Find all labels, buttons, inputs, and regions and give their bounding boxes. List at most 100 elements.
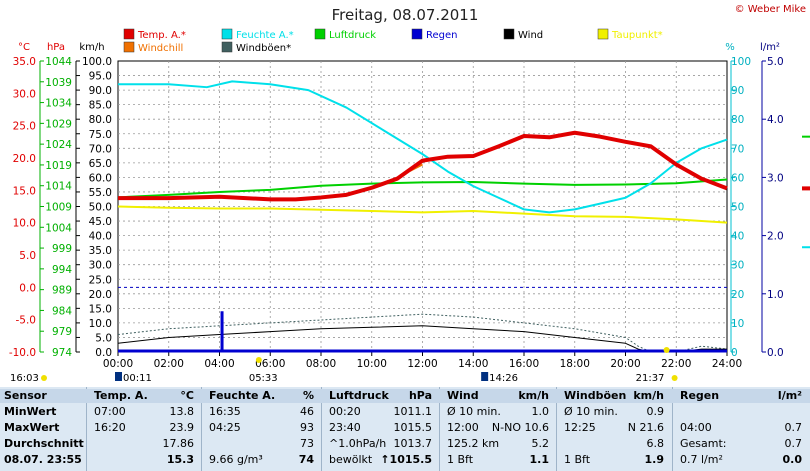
wind-tick-label: 20.0 xyxy=(89,289,112,301)
time-tick-label: 12:00 xyxy=(407,358,437,370)
table-cell-value: 0.7 xyxy=(784,437,803,450)
pressure-tick-label: 1029 xyxy=(45,118,72,130)
humidity-tick-label: 90 xyxy=(731,85,744,97)
table-header-label: Feuchte A. xyxy=(209,389,276,402)
pressure-tick-label: 1014 xyxy=(45,181,72,193)
table-cell-note: Ø 10 min. xyxy=(447,405,501,418)
table-cell-value: 6.8 xyxy=(646,437,665,450)
table-cell-value: 46 xyxy=(300,405,314,418)
statistics-table: Sensor Temp. A. °C Feuchte A.% Luftdruck hPa W… xyxy=(0,387,810,471)
wind-tick-label: 60.0 xyxy=(89,172,112,184)
time-tick-label: 08:00 xyxy=(306,358,336,370)
temp-tick-label: 10.0 xyxy=(13,218,36,230)
humidity-tick-label: 60 xyxy=(731,172,744,184)
legend-label: Regen xyxy=(426,30,458,41)
table-column-divider xyxy=(321,387,322,471)
table-cell-value: 1.0 xyxy=(531,405,550,418)
table-cell-value: 1.9 xyxy=(644,453,665,466)
pressure-tick-label: 1034 xyxy=(45,98,72,110)
temp-current-marker xyxy=(802,186,810,191)
temp-tick-label: 5.0 xyxy=(19,250,36,262)
temp-tick-label: -5.0 xyxy=(16,315,37,327)
time-tick-label: 10:00 xyxy=(357,358,387,370)
table-cell-value: 0.7 xyxy=(784,421,803,434)
table-row: 08.07. 23:55 15.3 9.66 g/m³ 74 bewölkt ↑1015.… xyxy=(0,453,810,467)
table-cell-note: 23:40 xyxy=(329,421,361,434)
legend-label: Wind xyxy=(518,30,543,41)
pressure-unit: hPa xyxy=(47,42,65,53)
sun-icon xyxy=(41,375,47,381)
copyright-label: © Weber Mike xyxy=(735,4,806,15)
temp-tick-label: 0.0 xyxy=(19,282,36,294)
table-cell-note: 1 Bft xyxy=(447,453,474,466)
table-cell-value: 73 xyxy=(300,437,314,450)
table-column-divider xyxy=(86,387,87,471)
sunset-time: 21:37 xyxy=(636,373,665,384)
sunrise-icon xyxy=(255,357,262,363)
table-cell-note: 9.66 g/m³ xyxy=(209,453,263,466)
table-row-label: MinWert xyxy=(4,405,57,418)
table-cell-note: bewölkt xyxy=(329,453,373,466)
table-header-unit: °C xyxy=(180,389,194,402)
table-column-divider xyxy=(672,387,673,471)
temp-tick-label: -10.0 xyxy=(9,347,36,359)
rain-tick-label: 0.0 xyxy=(767,347,784,359)
time-tick-label: 00:00 xyxy=(103,358,133,370)
series-line-windben xyxy=(117,313,728,353)
table-header-unit: km/h xyxy=(518,389,549,402)
time-tick-label: 02:00 xyxy=(154,358,184,370)
wind-tick-label: 90.0 xyxy=(89,85,112,97)
series-line-luftdruck xyxy=(117,178,728,199)
pressure-current-marker xyxy=(802,135,810,138)
wind-tick-label: 75.0 xyxy=(89,129,112,141)
table-cell-value: 0.9 xyxy=(646,405,665,418)
pressure-tick-label: 984 xyxy=(52,305,72,317)
wind-tick-label: 45.0 xyxy=(89,216,112,228)
humidity-tick-label: 70 xyxy=(731,143,744,155)
table-header-unit: l/m² xyxy=(777,389,802,402)
table-row-label: 08.07. 23:55 xyxy=(4,453,82,466)
humidity-tick-label: 50 xyxy=(731,202,744,214)
wind-tick-label: 95.0 xyxy=(89,71,112,83)
wind-tick-label: 10.0 xyxy=(89,318,112,330)
table-cell-value: 15.3 xyxy=(166,453,194,466)
table-cell-note: 16:20 xyxy=(94,421,126,434)
wind-tick-label: 25.0 xyxy=(89,274,112,286)
table-header-unit: % xyxy=(302,389,314,402)
legend-swatch xyxy=(597,28,609,40)
rain-unit: l/m² xyxy=(760,42,780,53)
humidity-unit: % xyxy=(725,42,735,53)
table-cell-value: ↑1015.5 xyxy=(380,453,432,466)
sunset-icon xyxy=(663,347,670,353)
humidity-tick-label: 30 xyxy=(731,260,744,272)
pressure-tick-label: 989 xyxy=(52,285,72,297)
temp-tick-label: 15.0 xyxy=(13,185,36,197)
legend-label: Feuchte A.* xyxy=(236,30,294,41)
legend-label: Windböen* xyxy=(236,43,291,54)
time-tick-label: 04:00 xyxy=(204,358,234,370)
temp-tick-label: 25.0 xyxy=(13,121,36,133)
pressure-tick-label: 1044 xyxy=(45,56,72,68)
sunset-marker-icon xyxy=(671,375,678,381)
legend-label: Taupunkt* xyxy=(611,30,663,41)
table-header-unit: km/h xyxy=(633,389,664,402)
temp-tick-label: 35.0 xyxy=(13,56,36,68)
table-header-label: Regen xyxy=(680,389,720,402)
pressure-tick-label: 1039 xyxy=(45,77,72,89)
wind-tick-label: 80.0 xyxy=(89,114,112,126)
series-line-taupunkt xyxy=(117,205,728,224)
humidity-tick-label: 0 xyxy=(731,347,738,359)
table-cell-note: 00:20 xyxy=(329,405,361,418)
table-cell-note: Ø 10 min. xyxy=(564,405,618,418)
wind-tick-label: 40.0 xyxy=(89,231,112,243)
table-cell-value: N-NO 10.6 xyxy=(491,421,549,434)
wind-tick-label: 85.0 xyxy=(89,100,112,112)
table-cell-value: 0.0 xyxy=(782,453,803,466)
table-cell-note: 0.7 l/m² xyxy=(680,453,723,466)
table-cell-note: 12:25 xyxy=(564,421,596,434)
table-header-label: Luftdruck xyxy=(329,389,389,402)
humidity-tick-label: 10 xyxy=(731,318,744,330)
wind-tick-label: 65.0 xyxy=(89,158,112,170)
series-line-tempa xyxy=(118,130,728,202)
table-column-divider xyxy=(556,387,557,471)
